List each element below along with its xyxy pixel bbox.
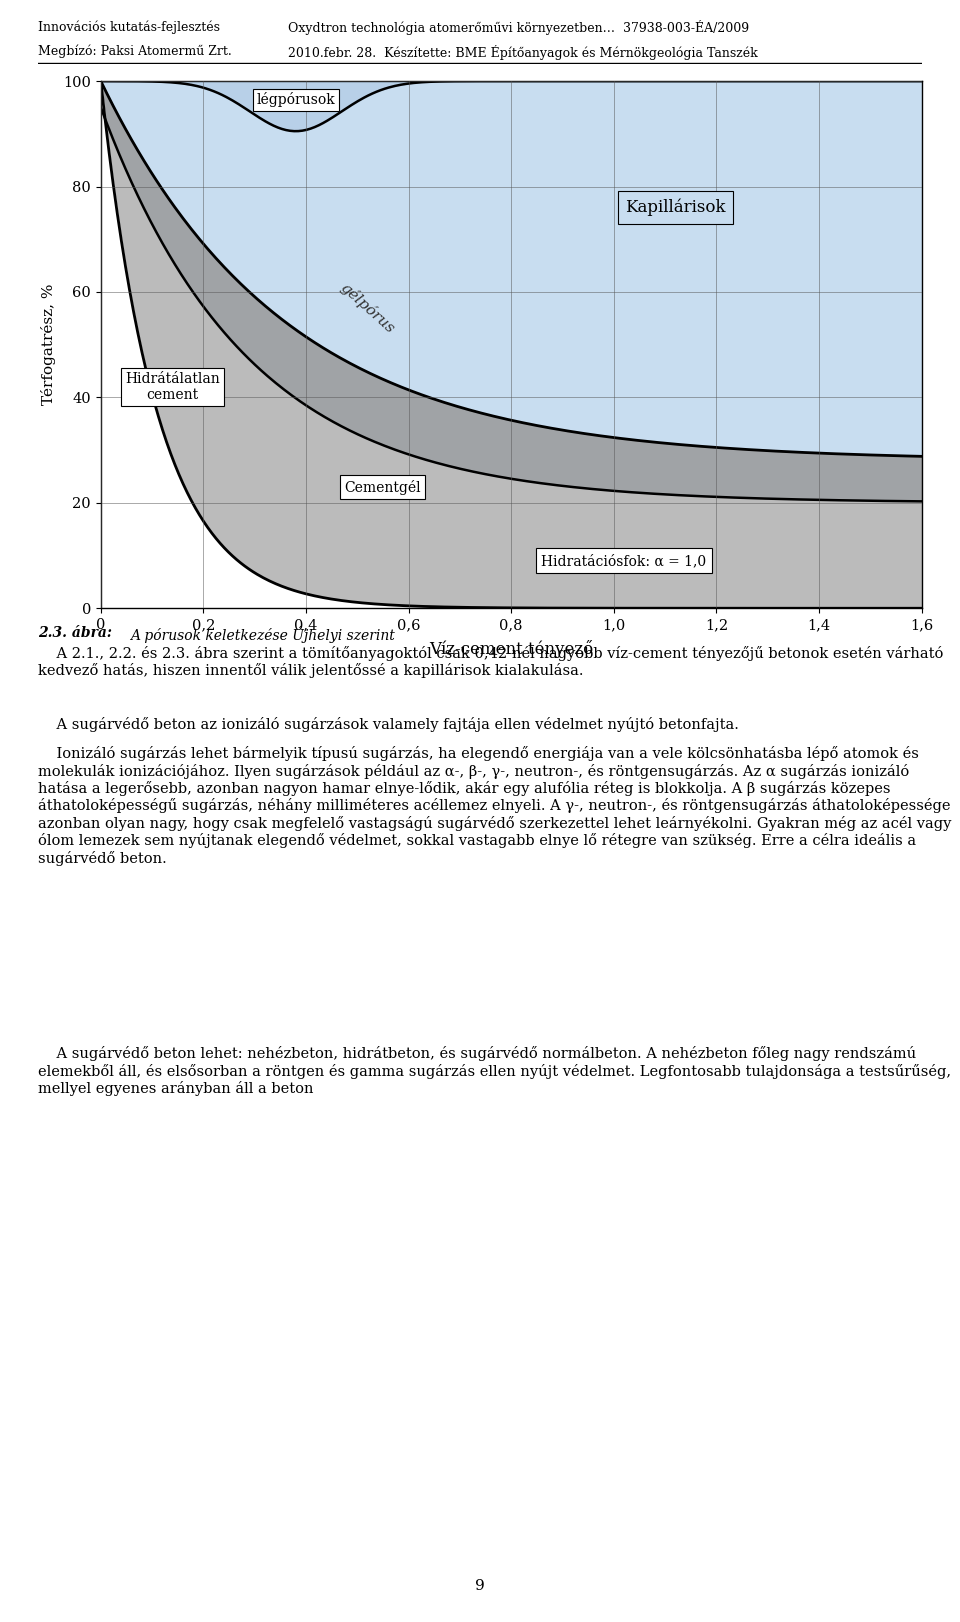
Text: 2010.febr. 28.  Készítette: BME Építőanyagok és Mérnökgeológia Tanszék: 2010.febr. 28. Készítette: BME Építőanya… <box>288 44 757 60</box>
Text: A pórusok keletkezése Újhelyi szerint: A pórusok keletkezése Újhelyi szerint <box>130 626 395 642</box>
Text: Hidratációsfok: α = 1,0: Hidratációsfok: α = 1,0 <box>541 553 707 568</box>
Text: Hidrátálatlan
cement: Hidrátálatlan cement <box>125 371 220 402</box>
Text: Ionizáló sugárzás lehet bármelyik típusú sugárzás, ha elegendő energiája van a v: Ionizáló sugárzás lehet bármelyik típusú… <box>38 746 951 866</box>
Text: Cementgél: Cementgél <box>345 480 421 495</box>
Text: 2.3. ábra:: 2.3. ábra: <box>38 626 117 641</box>
Y-axis label: Térfogatrész, %: Térfogatrész, % <box>41 284 57 406</box>
Text: 9: 9 <box>475 1578 485 1593</box>
Text: A 2.1., 2.2. és 2.3. ábra szerint a tömítőanyagoktól csak 0,42-nél nagyobb víz-c: A 2.1., 2.2. és 2.3. ábra szerint a tömí… <box>38 646 944 678</box>
Text: Oxydtron technológia atomerőművi környezetben…  37938-003-ÉA/2009: Oxydtron technológia atomerőművi környez… <box>288 19 749 36</box>
Text: légpórusok: légpórusok <box>256 92 335 107</box>
Text: Innovációs kutatás-fejlesztés: Innovációs kutatás-fejlesztés <box>38 19 221 34</box>
Text: gélpórus: gélpórus <box>338 279 397 336</box>
Text: A sugárvédő beton lehet: nehézbeton, hidrátbeton, és sugárvédő normálbeton. A ne: A sugárvédő beton lehet: nehézbeton, hid… <box>38 1046 951 1096</box>
X-axis label: Víz-cement tényező: Víz-cement tényező <box>429 641 593 659</box>
Text: Megbízó: Paksi Atomermű Zrt.: Megbízó: Paksi Atomermű Zrt. <box>38 44 232 58</box>
Text: Kapillárisok: Kapillárisok <box>625 200 726 216</box>
Text: A sugárvédő beton az ionizáló sugárzások valamely fajtája ellen védelmet nyújtó : A sugárvédő beton az ionizáló sugárzások… <box>38 717 739 732</box>
